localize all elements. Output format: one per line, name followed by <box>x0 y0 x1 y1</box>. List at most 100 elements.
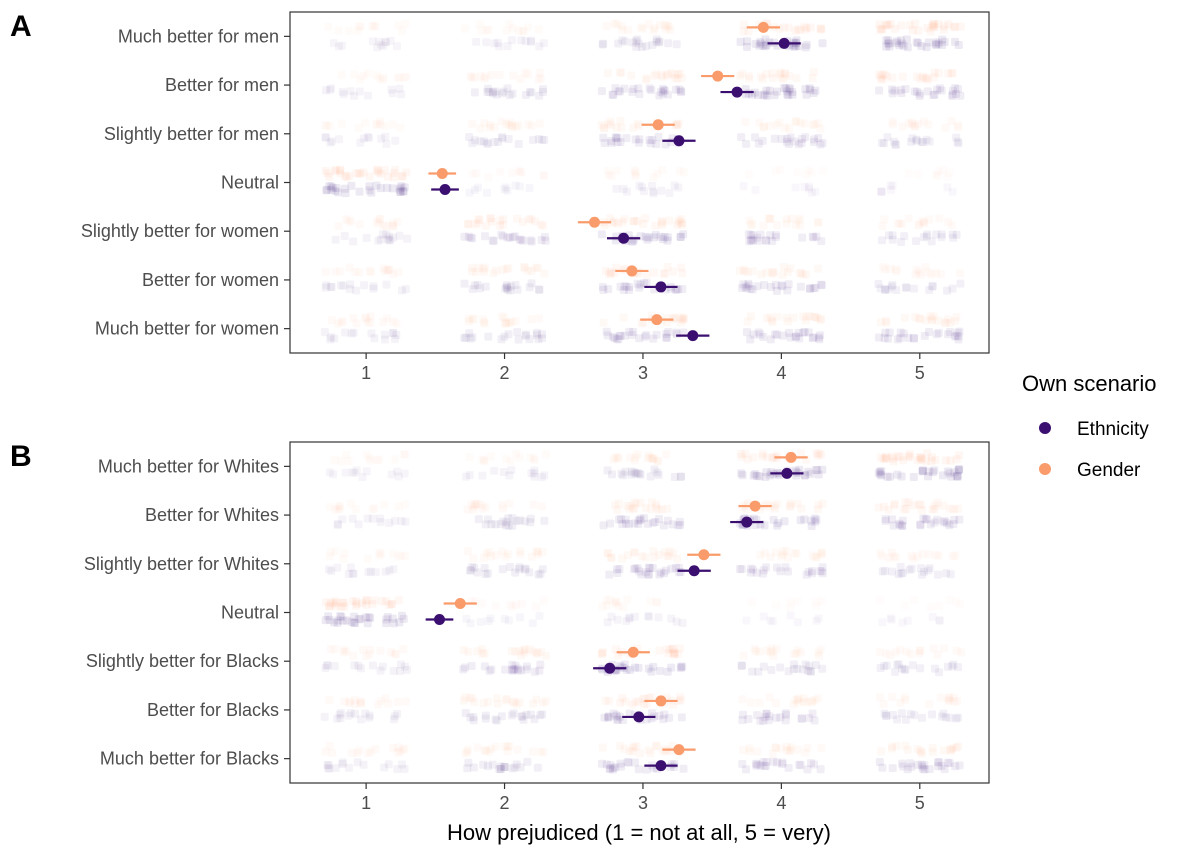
response-jitter-point <box>640 700 649 709</box>
response-jitter-point <box>639 187 648 196</box>
response-jitter-point <box>799 328 808 337</box>
response-jitter-point <box>336 165 345 174</box>
response-jitter-point <box>500 185 509 194</box>
response-jitter-point <box>480 662 489 671</box>
response-jitter-point <box>809 88 818 97</box>
response-jitter-point <box>780 517 789 526</box>
response-jitter-point <box>918 570 927 579</box>
response-jitter-point <box>937 86 946 95</box>
response-jitter-point <box>540 516 549 525</box>
response-jitter-point <box>373 165 382 174</box>
response-jitter-point <box>536 74 545 83</box>
response-jitter-point <box>321 86 330 95</box>
response-jitter-point <box>481 711 490 720</box>
response-jitter-point <box>395 73 404 82</box>
response-jitter-point <box>325 565 334 574</box>
response-jitter-point <box>370 504 379 513</box>
response-jitter-point <box>746 568 755 577</box>
response-jitter-point <box>783 267 792 276</box>
response-jitter-point <box>321 747 330 756</box>
response-jitter-point <box>467 73 476 82</box>
response-jitter-point <box>333 520 342 529</box>
response-jitter-point <box>781 710 790 719</box>
response-jitter-point <box>341 468 350 477</box>
response-jitter-point <box>901 85 910 94</box>
response-jitter-point <box>320 328 329 337</box>
response-jitter-point <box>325 502 334 511</box>
response-jitter-point <box>394 596 403 605</box>
response-jitter-point <box>393 217 402 226</box>
response-jitter-point <box>818 39 827 48</box>
response-jitter-point <box>673 554 682 563</box>
response-jitter-point <box>320 712 329 721</box>
response-jitter-point <box>896 698 905 707</box>
response-jitter-point <box>365 133 374 142</box>
response-jitter-point <box>374 236 383 245</box>
response-jitter-point <box>876 470 885 479</box>
response-jitter-point <box>511 181 520 190</box>
response-jitter-point <box>331 602 340 611</box>
response-jitter-point <box>349 651 358 660</box>
response-jitter-point <box>339 90 348 99</box>
response-jitter-point <box>657 505 666 514</box>
response-jitter-point <box>619 603 628 612</box>
response-jitter-point <box>779 331 788 340</box>
response-jitter-point <box>522 710 531 719</box>
response-jitter-point <box>782 137 791 146</box>
response-jitter-point <box>874 333 883 342</box>
response-jitter-point <box>607 137 616 146</box>
response-jitter-point <box>791 26 800 35</box>
response-jitter-point <box>769 617 777 625</box>
response-jitter-point <box>376 169 385 178</box>
response-jitter-point <box>745 237 754 246</box>
response-jitter-point <box>935 214 944 223</box>
response-jitter-point <box>363 554 372 563</box>
response-jitter-point <box>901 283 910 292</box>
response-jitter-point <box>749 471 758 480</box>
mean-point-gender <box>454 598 466 609</box>
response-jitter-point <box>603 331 612 340</box>
response-jitter-point <box>395 185 404 194</box>
response-jitter-point <box>887 515 896 524</box>
response-jitter-point <box>912 135 921 144</box>
response-jitter-point <box>526 518 535 527</box>
response-jitter-point <box>460 663 469 672</box>
response-jitter-point <box>392 331 401 340</box>
response-jitter-point <box>901 602 909 610</box>
response-jitter-point <box>613 715 622 724</box>
response-jitter-point <box>949 660 958 669</box>
response-jitter-point <box>663 70 672 79</box>
response-jitter-point <box>651 221 660 230</box>
response-jitter-point <box>663 504 672 513</box>
response-jitter-point <box>321 664 330 673</box>
response-jitter-point <box>899 456 908 465</box>
response-jitter-point <box>339 645 348 654</box>
response-jitter-point <box>509 665 518 674</box>
response-jitter-point <box>949 693 958 702</box>
response-jitter-point <box>468 119 477 128</box>
response-jitter-point <box>636 470 645 479</box>
response-jitter-point <box>355 220 364 229</box>
response-jitter-point <box>918 762 927 771</box>
response-jitter-point <box>623 501 632 510</box>
response-jitter-point <box>899 41 908 50</box>
response-jitter-point <box>932 230 941 239</box>
response-jitter-point <box>471 500 480 509</box>
response-jitter-point <box>617 469 626 478</box>
response-jitter-point <box>612 597 621 606</box>
response-jitter-point <box>736 71 745 80</box>
response-jitter-point <box>604 712 613 721</box>
response-jitter-point <box>376 235 385 244</box>
response-jitter-point <box>461 24 470 33</box>
response-jitter-point <box>324 612 333 621</box>
response-jitter-point <box>532 328 541 337</box>
response-jitter-point <box>353 748 362 757</box>
response-jitter-point <box>337 41 346 50</box>
response-jitter-point <box>630 548 639 557</box>
response-jitter-point <box>463 764 472 773</box>
response-jitter-point <box>623 757 632 766</box>
mean-point-gender <box>749 500 761 512</box>
response-jitter-point <box>815 335 824 344</box>
response-jitter-point <box>366 312 375 321</box>
response-jitter-point <box>497 230 506 239</box>
